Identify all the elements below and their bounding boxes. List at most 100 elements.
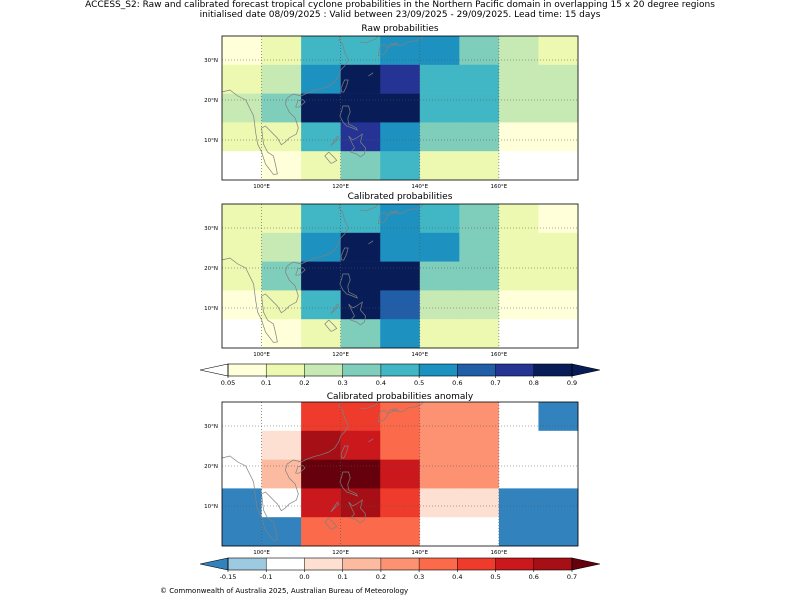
probability-cell <box>222 64 262 94</box>
latitude-tick-label: 20°N <box>204 266 218 272</box>
probability-cell <box>340 204 381 234</box>
panel-title-calibrated: Calibrated probabilities <box>347 192 453 202</box>
probability-cell <box>498 232 539 262</box>
probability-cell <box>538 261 579 291</box>
coastline <box>377 43 389 57</box>
colorbar-tick-label: 0.4 <box>376 379 386 387</box>
probability-cell <box>301 261 341 291</box>
figure-title: ACCESS_S2: Raw and calibrated forecast t… <box>0 0 800 20</box>
colorbar-segment <box>533 558 573 570</box>
longitude-tick-label: 160°E <box>491 550 508 556</box>
latitude-tick-label: 20°N <box>204 464 218 470</box>
map-frame <box>221 35 579 181</box>
coastline <box>324 517 338 530</box>
colorbar-segment <box>342 364 382 376</box>
panel-title-anomaly: Calibrated probabilities anomaly <box>326 392 474 402</box>
probability-cell <box>419 517 460 547</box>
probability-cell <box>340 488 381 518</box>
probability-cell <box>538 517 579 547</box>
probability-cell <box>459 319 500 349</box>
latitude-tick-label: 10°N <box>204 504 218 510</box>
coastline <box>330 135 340 147</box>
coastline <box>348 499 366 524</box>
probability-cell <box>498 204 539 234</box>
colorbar-tick-label: -0.1 <box>260 573 273 581</box>
probability-cell <box>261 430 302 460</box>
colorbar-under-arrow <box>199 363 229 377</box>
copyright-footer: © Commonwealth of Australia 2025, Austra… <box>160 587 409 595</box>
probability-cell <box>340 402 381 432</box>
probability-cell <box>340 151 381 181</box>
probability-cell <box>459 232 500 262</box>
probability-cell <box>222 122 262 152</box>
probability-cell <box>380 232 421 262</box>
probability-cell <box>419 402 460 432</box>
probability-cell <box>222 488 262 518</box>
probability-cell <box>459 122 500 152</box>
probability-cell <box>222 430 262 460</box>
coastline <box>392 35 424 47</box>
coastline <box>339 105 358 131</box>
probability-cell <box>538 204 579 234</box>
colorbar-segment <box>495 364 534 376</box>
probability-cell <box>459 151 500 181</box>
colorbar-segment <box>419 558 458 570</box>
longitude-tick-label: 160°E <box>491 184 508 190</box>
latitude-tick-label: 10°N <box>204 306 218 312</box>
probability-cell <box>459 204 500 234</box>
probability-cell <box>261 122 302 152</box>
longitude-tick-label: 120°E <box>332 550 349 556</box>
probability-cell <box>538 232 579 262</box>
coastline <box>387 210 399 216</box>
probability-cell <box>538 64 579 94</box>
probability-cell <box>222 517 262 547</box>
probability-cell <box>459 517 500 547</box>
figure-title-line-2: initialised date 08/09/2025 : Valid betw… <box>199 10 601 20</box>
colorbar-tick-label: 0.1 <box>337 573 347 581</box>
probability-cell <box>459 402 500 432</box>
probability-cell <box>498 459 539 489</box>
probability-cell <box>340 319 381 349</box>
colorbar-segment <box>266 558 305 570</box>
colorbar-segment <box>304 558 343 570</box>
probability-cell <box>301 459 341 489</box>
colorbar-segment <box>342 558 382 570</box>
probability-cell <box>538 402 579 432</box>
probability-cell <box>222 290 262 320</box>
probability-cell <box>538 430 579 460</box>
probability-cell <box>419 430 460 460</box>
probability-cell <box>261 64 302 94</box>
probability-cell <box>261 319 302 349</box>
colorbar-tick-label: 0.05 <box>221 379 235 387</box>
coastline <box>221 203 350 343</box>
probability-cell <box>498 122 539 152</box>
probability-cell <box>301 488 341 518</box>
colorbar-segment <box>419 364 458 376</box>
probability-cell <box>340 36 381 66</box>
colorbar-segment <box>457 558 496 570</box>
probability-cell <box>380 430 421 460</box>
coastline <box>348 133 366 158</box>
probability-cell <box>419 319 460 349</box>
probability-cell <box>538 122 579 152</box>
coastline <box>340 247 349 261</box>
probability-cell <box>301 122 341 152</box>
probability-cell <box>498 488 539 518</box>
coastline <box>339 471 358 497</box>
probability-cell <box>498 430 539 460</box>
colorbar-under-arrow <box>199 557 229 571</box>
probability-cell <box>538 151 579 181</box>
longitude-tick-label: 140°E <box>411 184 428 190</box>
probability-cell <box>222 151 262 181</box>
coastline <box>368 438 374 443</box>
longitude-tick-label: 100°E <box>253 352 270 358</box>
probability-cell <box>419 459 460 489</box>
colorbar-segment <box>380 364 420 376</box>
probability-cell <box>301 402 341 432</box>
probability-cell <box>419 204 460 234</box>
probability-cell <box>380 64 421 94</box>
latitude-tick-label: 30°N <box>204 226 218 232</box>
probability-cell <box>538 290 579 320</box>
probability-cell <box>419 122 460 152</box>
probability-cell <box>538 459 579 489</box>
